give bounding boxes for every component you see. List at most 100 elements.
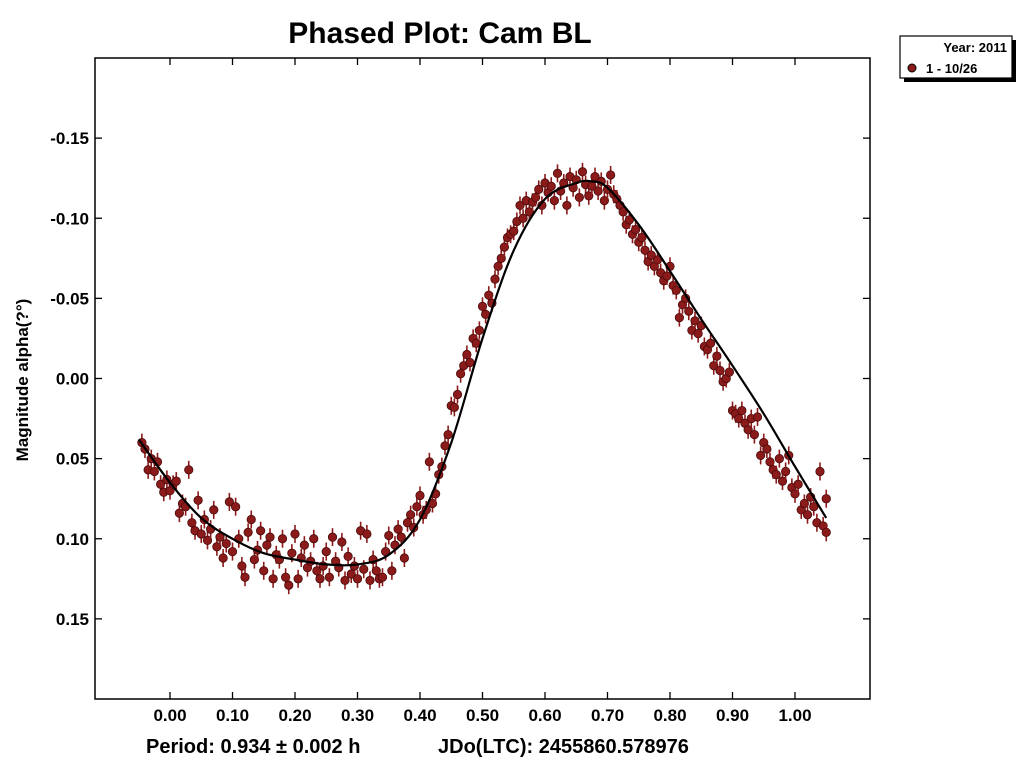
- data-point: [671, 281, 681, 300]
- y-tick-label: 0.15: [56, 610, 89, 629]
- point-marker: [299, 540, 309, 550]
- data-point: [449, 398, 459, 417]
- point-marker: [312, 566, 322, 576]
- point-marker: [365, 575, 375, 586]
- data-point: [249, 550, 259, 569]
- data-point: [474, 321, 484, 340]
- point-marker: [443, 429, 453, 440]
- data-point: [231, 497, 241, 516]
- point-marker: [149, 466, 159, 477]
- data-point: [227, 542, 238, 561]
- data-point: [709, 356, 719, 375]
- point-marker: [384, 530, 394, 541]
- point-marker: [546, 181, 556, 191]
- point-marker: [606, 170, 616, 180]
- data-point: [499, 238, 509, 257]
- point-marker: [712, 351, 722, 361]
- data-point: [202, 531, 213, 550]
- point-marker: [259, 566, 269, 576]
- data-point: [196, 524, 206, 543]
- point-marker: [821, 494, 831, 504]
- data-point: [193, 491, 203, 510]
- point-marker: [315, 574, 325, 584]
- point-marker: [193, 495, 203, 505]
- point-marker: [449, 402, 459, 412]
- point-marker: [781, 466, 791, 477]
- data-point: [221, 534, 231, 553]
- point-marker: [646, 250, 656, 260]
- point-marker: [684, 306, 694, 316]
- point-marker: [715, 365, 725, 376]
- data-point: [215, 528, 225, 547]
- point-marker: [293, 574, 303, 584]
- y-tick-label: 0.00: [56, 370, 89, 389]
- point-marker: [693, 329, 703, 339]
- data-point: [327, 528, 338, 547]
- point-marker: [562, 200, 572, 211]
- data-point: [384, 526, 394, 545]
- point-marker: [452, 389, 463, 400]
- data-point: [706, 334, 716, 353]
- data-point: [265, 528, 275, 547]
- point-marker: [574, 192, 584, 203]
- data-point: [681, 289, 691, 308]
- point-marker: [284, 580, 294, 590]
- data-point: [443, 425, 453, 444]
- data-point: [712, 347, 722, 366]
- point-marker: [496, 253, 506, 263]
- point-marker: [743, 425, 753, 435]
- plot-area: [94, 57, 871, 700]
- y-tick-label: 0.10: [56, 530, 89, 549]
- data-point: [509, 222, 519, 241]
- data-point: [637, 228, 647, 247]
- data-point: [149, 462, 159, 481]
- point-marker: [734, 413, 744, 424]
- point-marker: [377, 572, 388, 582]
- point-marker: [246, 514, 256, 525]
- data-point: [490, 270, 500, 289]
- point-marker: [631, 224, 641, 235]
- point-marker: [809, 502, 819, 512]
- data-point: [174, 504, 184, 523]
- data-point: [337, 532, 347, 551]
- x-tick-label: 0.80: [653, 706, 686, 725]
- data-point: [618, 202, 628, 221]
- point-marker: [221, 538, 231, 549]
- data-point: [415, 486, 425, 505]
- point-marker: [371, 566, 381, 576]
- point-marker: [531, 192, 541, 203]
- data-point: [574, 188, 584, 207]
- x-tick-label: 0.60: [528, 706, 561, 725]
- point-marker: [593, 186, 603, 196]
- x-tick-label: 0.40: [403, 706, 436, 725]
- data-point: [171, 472, 181, 491]
- point-marker: [724, 367, 734, 377]
- point-marker: [412, 502, 422, 512]
- data-point: [290, 524, 300, 543]
- data-point: [343, 547, 353, 566]
- point-marker: [393, 524, 403, 534]
- point-marker: [187, 518, 197, 528]
- point-marker: [281, 572, 291, 582]
- axis-ticks: 0.00 0.10 0.20 0.30 0.40 0.50 0.60 0.70 0.80 0.90…: [50, 58, 870, 725]
- point-marker: [752, 412, 763, 422]
- point-marker: [465, 357, 475, 368]
- point-marker: [402, 518, 413, 528]
- point-marker: [249, 554, 259, 565]
- data-point: [599, 191, 609, 210]
- data-point: [809, 497, 819, 516]
- point-marker: [821, 527, 831, 537]
- point-marker: [577, 167, 588, 177]
- x-tick-label: 0.30: [341, 706, 374, 725]
- point-marker: [256, 526, 266, 536]
- data-point: [756, 446, 766, 465]
- data-point: [799, 494, 809, 513]
- point-marker: [456, 369, 466, 379]
- point-marker: [399, 553, 409, 563]
- point-marker: [552, 168, 563, 178]
- point-marker: [212, 542, 222, 552]
- point-marker: [706, 338, 716, 348]
- data-point: [321, 542, 331, 561]
- data-point: [790, 484, 800, 503]
- point-marker: [424, 457, 434, 467]
